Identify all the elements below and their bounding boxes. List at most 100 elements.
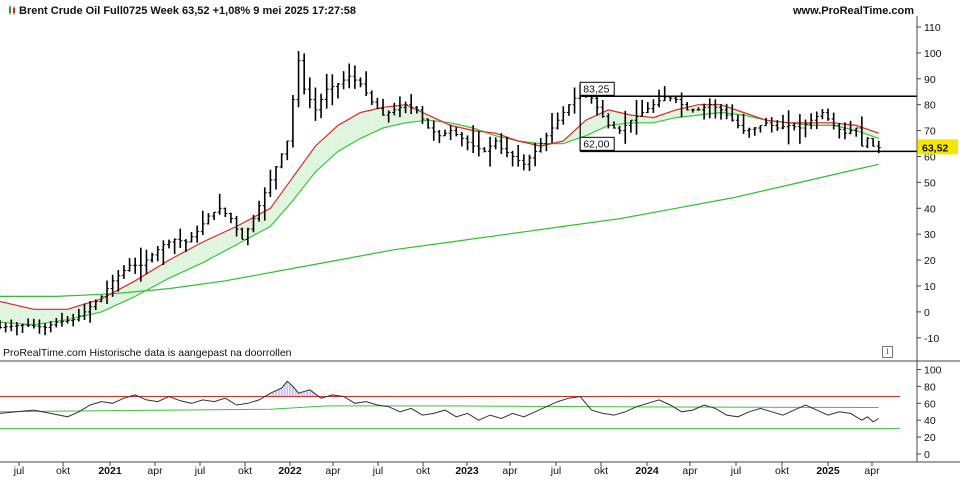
ma-band-segment bbox=[50, 309, 57, 323]
x-tick-label: apr bbox=[502, 465, 518, 477]
ma-band-segment bbox=[377, 107, 384, 131]
ma-band-segment bbox=[90, 300, 96, 315]
ma-band-segment bbox=[822, 122, 829, 126]
ma-band-segment bbox=[61, 309, 68, 321]
ma-band-segment bbox=[687, 105, 693, 117]
price-y-tick-label: 100 bbox=[924, 48, 942, 60]
ma-band-segment bbox=[225, 229, 231, 251]
ma-band-segment bbox=[383, 106, 389, 129]
price-y-tick-label: 40 bbox=[924, 203, 936, 215]
rsi-signal-line bbox=[0, 405, 879, 413]
ma-band-segment bbox=[636, 115, 643, 123]
ma-band-segment bbox=[698, 104, 705, 116]
ma-band-segment bbox=[16, 305, 23, 324]
x-tick-label: apr bbox=[864, 465, 880, 477]
x-tick-label: okt bbox=[594, 465, 608, 477]
price-y-tick-label: -10 bbox=[924, 333, 939, 345]
last-price-badge bbox=[918, 139, 958, 155]
ma-band-segment bbox=[411, 107, 417, 123]
rsi-y-tick-label: 60 bbox=[924, 398, 936, 410]
ma-band-segment bbox=[247, 217, 254, 239]
x-tick-label: apr bbox=[682, 465, 698, 477]
footnote: ProRealTime.com Historische data is aang… bbox=[3, 347, 292, 359]
ma-band-segment bbox=[39, 309, 46, 324]
x-tick-label: apr bbox=[325, 465, 341, 477]
ma-band-segment bbox=[715, 104, 722, 114]
price-y-tick-label: 80 bbox=[924, 100, 936, 112]
rsi-y-tick-label: 40 bbox=[924, 415, 936, 427]
x-tick-label: 2024 bbox=[635, 465, 659, 477]
ma-band-segment bbox=[73, 305, 79, 319]
x-tick-label: jul bbox=[13, 465, 25, 477]
ma-band-segment bbox=[5, 302, 12, 324]
price-panel[interactable]: 83,25 62,00 bbox=[0, 51, 960, 362]
site-label[interactable]: www.ProRealTime.com bbox=[792, 5, 914, 17]
ma-band-segment bbox=[208, 236, 215, 260]
ma-band-segment bbox=[574, 125, 581, 140]
x-tick-label: okt bbox=[238, 465, 252, 477]
ma-long-line bbox=[0, 163, 879, 297]
ma-band-segment bbox=[129, 280, 136, 299]
x-tick-label: okt bbox=[56, 465, 70, 477]
ma-red-line bbox=[0, 104, 879, 310]
ma-band-segment bbox=[709, 104, 716, 114]
ma-band-segment bbox=[309, 146, 316, 180]
x-tick-label: apr bbox=[147, 465, 163, 477]
rsi-panel[interactable] bbox=[0, 380, 960, 463]
ma-band-segment bbox=[259, 211, 265, 233]
x-tick-label: jul bbox=[550, 465, 562, 477]
rsi-y-tick-label: 100 bbox=[924, 365, 942, 377]
ma-band-segment bbox=[388, 105, 395, 127]
ma-band-segment bbox=[45, 309, 51, 324]
rsi-y-tick-label: 80 bbox=[924, 381, 936, 393]
ma-band-segment bbox=[202, 239, 209, 263]
ma-band-segment bbox=[219, 231, 226, 254]
ma-band-segment bbox=[107, 292, 113, 310]
ma-band-segment bbox=[608, 109, 614, 126]
price-y-tick-label: 50 bbox=[924, 177, 936, 189]
price-y-tick-label: 110 bbox=[924, 22, 941, 34]
ma-band-segment bbox=[253, 214, 260, 236]
ma-band-segment bbox=[732, 108, 738, 115]
ma-band-segment bbox=[264, 208, 271, 230]
candlestick-logo-icon bbox=[9, 5, 15, 15]
ma-band-segment bbox=[371, 108, 378, 134]
ma-band-segment bbox=[585, 117, 592, 136]
ma-band-segment bbox=[298, 161, 305, 194]
ma-band-segment bbox=[78, 304, 85, 318]
ma-band-segment bbox=[613, 111, 620, 125]
ma-band-segment bbox=[11, 304, 17, 324]
info-button[interactable]: i bbox=[882, 346, 893, 358]
time-x-axis: jul okt 2021 apr jul okt 2022 apr jul okt 2023 apr j… bbox=[13, 462, 880, 477]
ma-band-segment bbox=[180, 251, 186, 274]
ma-band-segment bbox=[168, 257, 175, 279]
ma-band-segment bbox=[157, 263, 164, 285]
ma-band-segment bbox=[630, 115, 637, 123]
ma-band-segment bbox=[811, 122, 817, 126]
ma-band-segment bbox=[405, 104, 412, 123]
range-upper-label: 83,25 bbox=[583, 83, 609, 95]
ma-band-segment bbox=[828, 122, 834, 126]
ma-band-segment bbox=[597, 112, 603, 131]
ma-band-segment bbox=[163, 260, 169, 282]
ma-band-segment bbox=[281, 184, 288, 214]
rsi-line bbox=[0, 380, 879, 423]
ma-band-segment bbox=[816, 122, 823, 126]
ma-band-segment bbox=[664, 111, 671, 121]
ma-band-segment bbox=[185, 248, 192, 271]
ma-band-segment bbox=[118, 286, 124, 305]
ma-band-segment bbox=[399, 104, 406, 125]
price-y-tick-label: 90 bbox=[924, 74, 936, 86]
chart-title: Brent Crude Oil Full0725 Week 63,52 +1,0… bbox=[8, 5, 356, 17]
ma-band-segment bbox=[625, 113, 631, 124]
range-lower-label-box bbox=[579, 136, 615, 151]
rsi-y-tick-label: 0 bbox=[924, 449, 930, 461]
x-tick-label: 2025 bbox=[816, 465, 840, 477]
ma-band-segment bbox=[214, 234, 220, 257]
ma-band-segment bbox=[0, 301, 6, 323]
x-tick-label: jul bbox=[730, 465, 742, 477]
ma-band-segment bbox=[152, 267, 158, 288]
price-y-tick-label: 0 bbox=[924, 307, 930, 319]
